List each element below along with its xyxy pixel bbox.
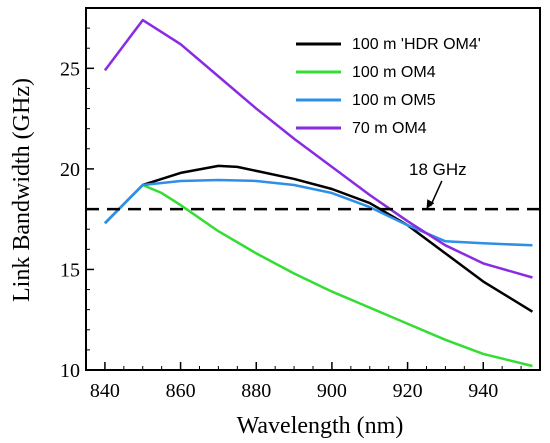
x-tick-label: 940 (468, 380, 498, 402)
annotation-label: 18 GHz (409, 160, 467, 179)
x-tick-label: 880 (241, 380, 271, 402)
series-line-4 (103, 18, 533, 279)
y-axis: 10 15 20 25 (60, 7, 94, 382)
series-line-3 (104, 178, 533, 247)
x-tick-label: 860 (166, 380, 196, 402)
x-axis: 840 860 880 900 920 940 (90, 362, 522, 402)
legend-label-1: 100 m 'HDR OM4' (352, 36, 481, 53)
y-tick-label: 20 (60, 159, 80, 181)
series-lines (103, 18, 534, 368)
x-tick-label: 920 (393, 380, 423, 402)
y-axis-title: Link Bandwidth (GHz) (9, 78, 35, 302)
legend-label-4: 70 m OM4 (352, 120, 427, 137)
annotation-arrow-line (429, 180, 443, 207)
y-tick-label: 25 (60, 58, 80, 80)
annotation-group: 18 GHz (409, 160, 467, 210)
x-tick-label: 840 (90, 380, 120, 402)
legend-label-2: 100 m OM4 (352, 64, 436, 81)
x-tick-label: 900 (317, 380, 347, 402)
series-line-1 (104, 164, 534, 313)
x-axis-title: Wavelength (nm) (237, 413, 404, 439)
legend-label-3: 100 m OM5 (352, 92, 436, 109)
y-tick-label: 15 (60, 259, 80, 281)
y-tick-label: 10 (60, 360, 80, 382)
annotation-arrow-head (426, 199, 435, 210)
legend: 100 m 'HDR OM4' 100 m OM4 100 m OM5 70 m OM… (296, 36, 481, 137)
series-line-2 (104, 183, 533, 368)
